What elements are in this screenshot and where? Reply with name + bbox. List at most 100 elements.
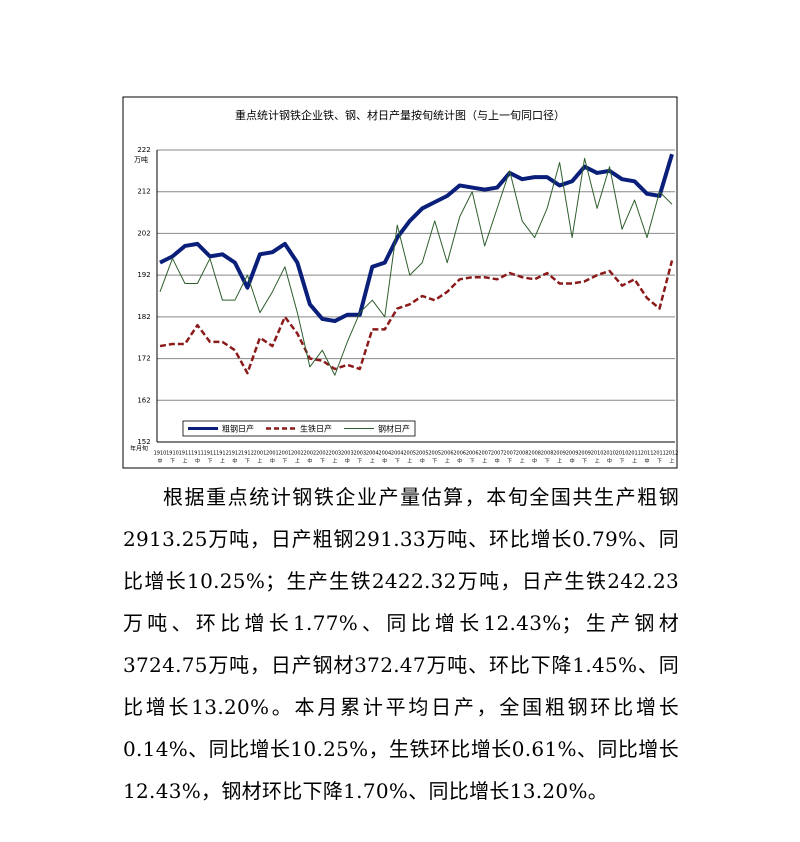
legend-label: 生铁日产	[300, 424, 332, 434]
x-tick-label: 2006	[453, 451, 466, 457]
x-tick-label: 2009	[566, 451, 579, 457]
x-tick-label: 2006	[466, 451, 479, 457]
x-tick-label: 上	[182, 458, 187, 465]
x-tick-label: 2003	[341, 451, 354, 457]
x-tick-label: 1911	[179, 451, 192, 457]
x-tick-label: 2009	[578, 451, 591, 457]
x-tick-label: 2011	[653, 451, 666, 457]
y-tick-label: 182	[137, 313, 150, 321]
paragraph: 根据重点统计钢铁企业产量估算，本旬全国共生产粗钢2913.25万吨，日产粗钢29…	[123, 485, 679, 803]
x-tick-label: 上	[520, 458, 525, 465]
y-unit: 万吨	[134, 155, 148, 164]
x-tick-label: 2010	[603, 451, 616, 457]
x-tick-label: 上	[220, 458, 225, 465]
x-tick-label: 中	[382, 458, 387, 465]
x-tick-label: 2008	[541, 451, 554, 457]
y-tick-label: 172	[137, 355, 150, 363]
chart-frame	[122, 96, 678, 469]
x-tick-label: 中	[307, 458, 312, 465]
x-tick-label: 2002	[303, 451, 316, 457]
x-tick-label: 中	[607, 458, 612, 465]
x-tick-label: 2005	[403, 451, 416, 457]
x-tick-label: 上	[595, 458, 600, 465]
x-tick-label: 上	[669, 458, 674, 465]
x-tick-label: 1912	[216, 451, 229, 457]
x-tick-label: 2007	[503, 451, 516, 457]
y-tick-label: 152	[137, 438, 150, 446]
x-tick-label: 1910	[154, 451, 167, 457]
legend-label: 钢材日产	[378, 424, 410, 434]
x-tick-label: 2003	[353, 451, 366, 457]
x-tick-label: 2004	[391, 451, 404, 457]
y-tick-label: 192	[137, 271, 150, 279]
x-tick-label: 2010	[616, 451, 629, 457]
x-tick-label: 2001	[266, 451, 279, 457]
line-series	[159, 157, 673, 376]
x-tick-label: 下	[620, 459, 625, 465]
x-tick-label: 2008	[528, 451, 541, 457]
x-tick-label: 上	[557, 458, 562, 465]
legend-label: 粗钢日产	[222, 424, 254, 434]
y-tick-label: 212	[137, 188, 150, 196]
y-tick-label: 162	[137, 396, 150, 404]
x-tick-label: 上	[370, 458, 375, 465]
x-tick-label: 下	[170, 459, 175, 465]
x-tick-label: 下	[282, 459, 287, 465]
x-tick-label: 2006	[441, 451, 454, 457]
x-tick-label: 2002	[316, 451, 329, 457]
line-series	[159, 260, 674, 375]
x-tick-label: 下	[357, 459, 362, 465]
x-tick-label: 下	[320, 459, 325, 465]
x-tick-label: 中	[195, 458, 200, 465]
x-tick-label: 1911	[204, 451, 217, 457]
x-tick-label: 2008	[516, 451, 529, 457]
x-tick-label: 1910	[166, 451, 179, 457]
x-tick-label: 2001	[254, 451, 267, 457]
x-tick-label: 2007	[478, 451, 491, 457]
x-tick-label: 2012	[666, 451, 679, 457]
x-tick-label: 中	[532, 458, 537, 465]
x-tick-label: 1911	[191, 451, 204, 457]
x-tick-label: 2011	[628, 451, 641, 457]
x-tick-label: 中	[570, 458, 575, 465]
x-tick-label: 中	[345, 458, 350, 465]
chart-title: 重点统计钢铁企业铁、钢、材日产量按旬统计图（与上一旬同口径）	[235, 108, 565, 122]
x-tick-label: 1912	[241, 451, 254, 457]
x-tick-label: 下	[207, 459, 212, 465]
x-tick-label: 1912	[229, 451, 242, 457]
x-tick-label: 下	[470, 459, 475, 465]
x-tick-label: 中	[420, 458, 425, 465]
x-tick-label: 2005	[428, 451, 441, 457]
x-tick-label: 下	[395, 459, 400, 465]
x-tick-label: 上	[407, 458, 412, 465]
x-tick-label: 下	[545, 459, 550, 465]
x-tick-label: 中	[270, 458, 275, 465]
x-tick-label: 2001	[279, 451, 292, 457]
x-tick-label: 下	[432, 459, 437, 465]
x-tick-label: 中	[645, 458, 650, 465]
x-tick-label: 2011	[641, 451, 654, 457]
x-tick-label: 下	[582, 459, 587, 465]
x-tick-label: 上	[632, 458, 637, 465]
chart: 重点统计钢铁企业铁、钢、材日产量按旬统计图（与上一旬同口径） 万吨 年月旬 15…	[122, 96, 679, 469]
x-tick-label: 下	[245, 459, 250, 465]
x-tick-label: 2004	[366, 451, 379, 457]
x-tick-label: 中	[232, 458, 237, 465]
x-label: 年月旬	[130, 445, 148, 453]
x-tick-label: 上	[482, 458, 487, 465]
x-tick-label: 2007	[491, 451, 504, 457]
legend-box	[182, 420, 416, 437]
x-tick-label: 上	[332, 458, 337, 465]
x-tick-label: 上	[445, 458, 450, 465]
x-tick-label: 下	[507, 459, 512, 465]
x-tick-label: 上	[257, 458, 262, 465]
x-tick-label: 2004	[378, 451, 391, 457]
x-tick-label: 中	[495, 458, 500, 465]
x-tick-label: 2010	[591, 451, 604, 457]
y-tick-label: 222	[137, 146, 150, 154]
x-tick-label: 中	[457, 458, 462, 465]
x-tick-label: 上	[295, 458, 300, 465]
y-tick-label: 202	[137, 229, 150, 237]
x-tick-label: 2005	[416, 451, 429, 457]
